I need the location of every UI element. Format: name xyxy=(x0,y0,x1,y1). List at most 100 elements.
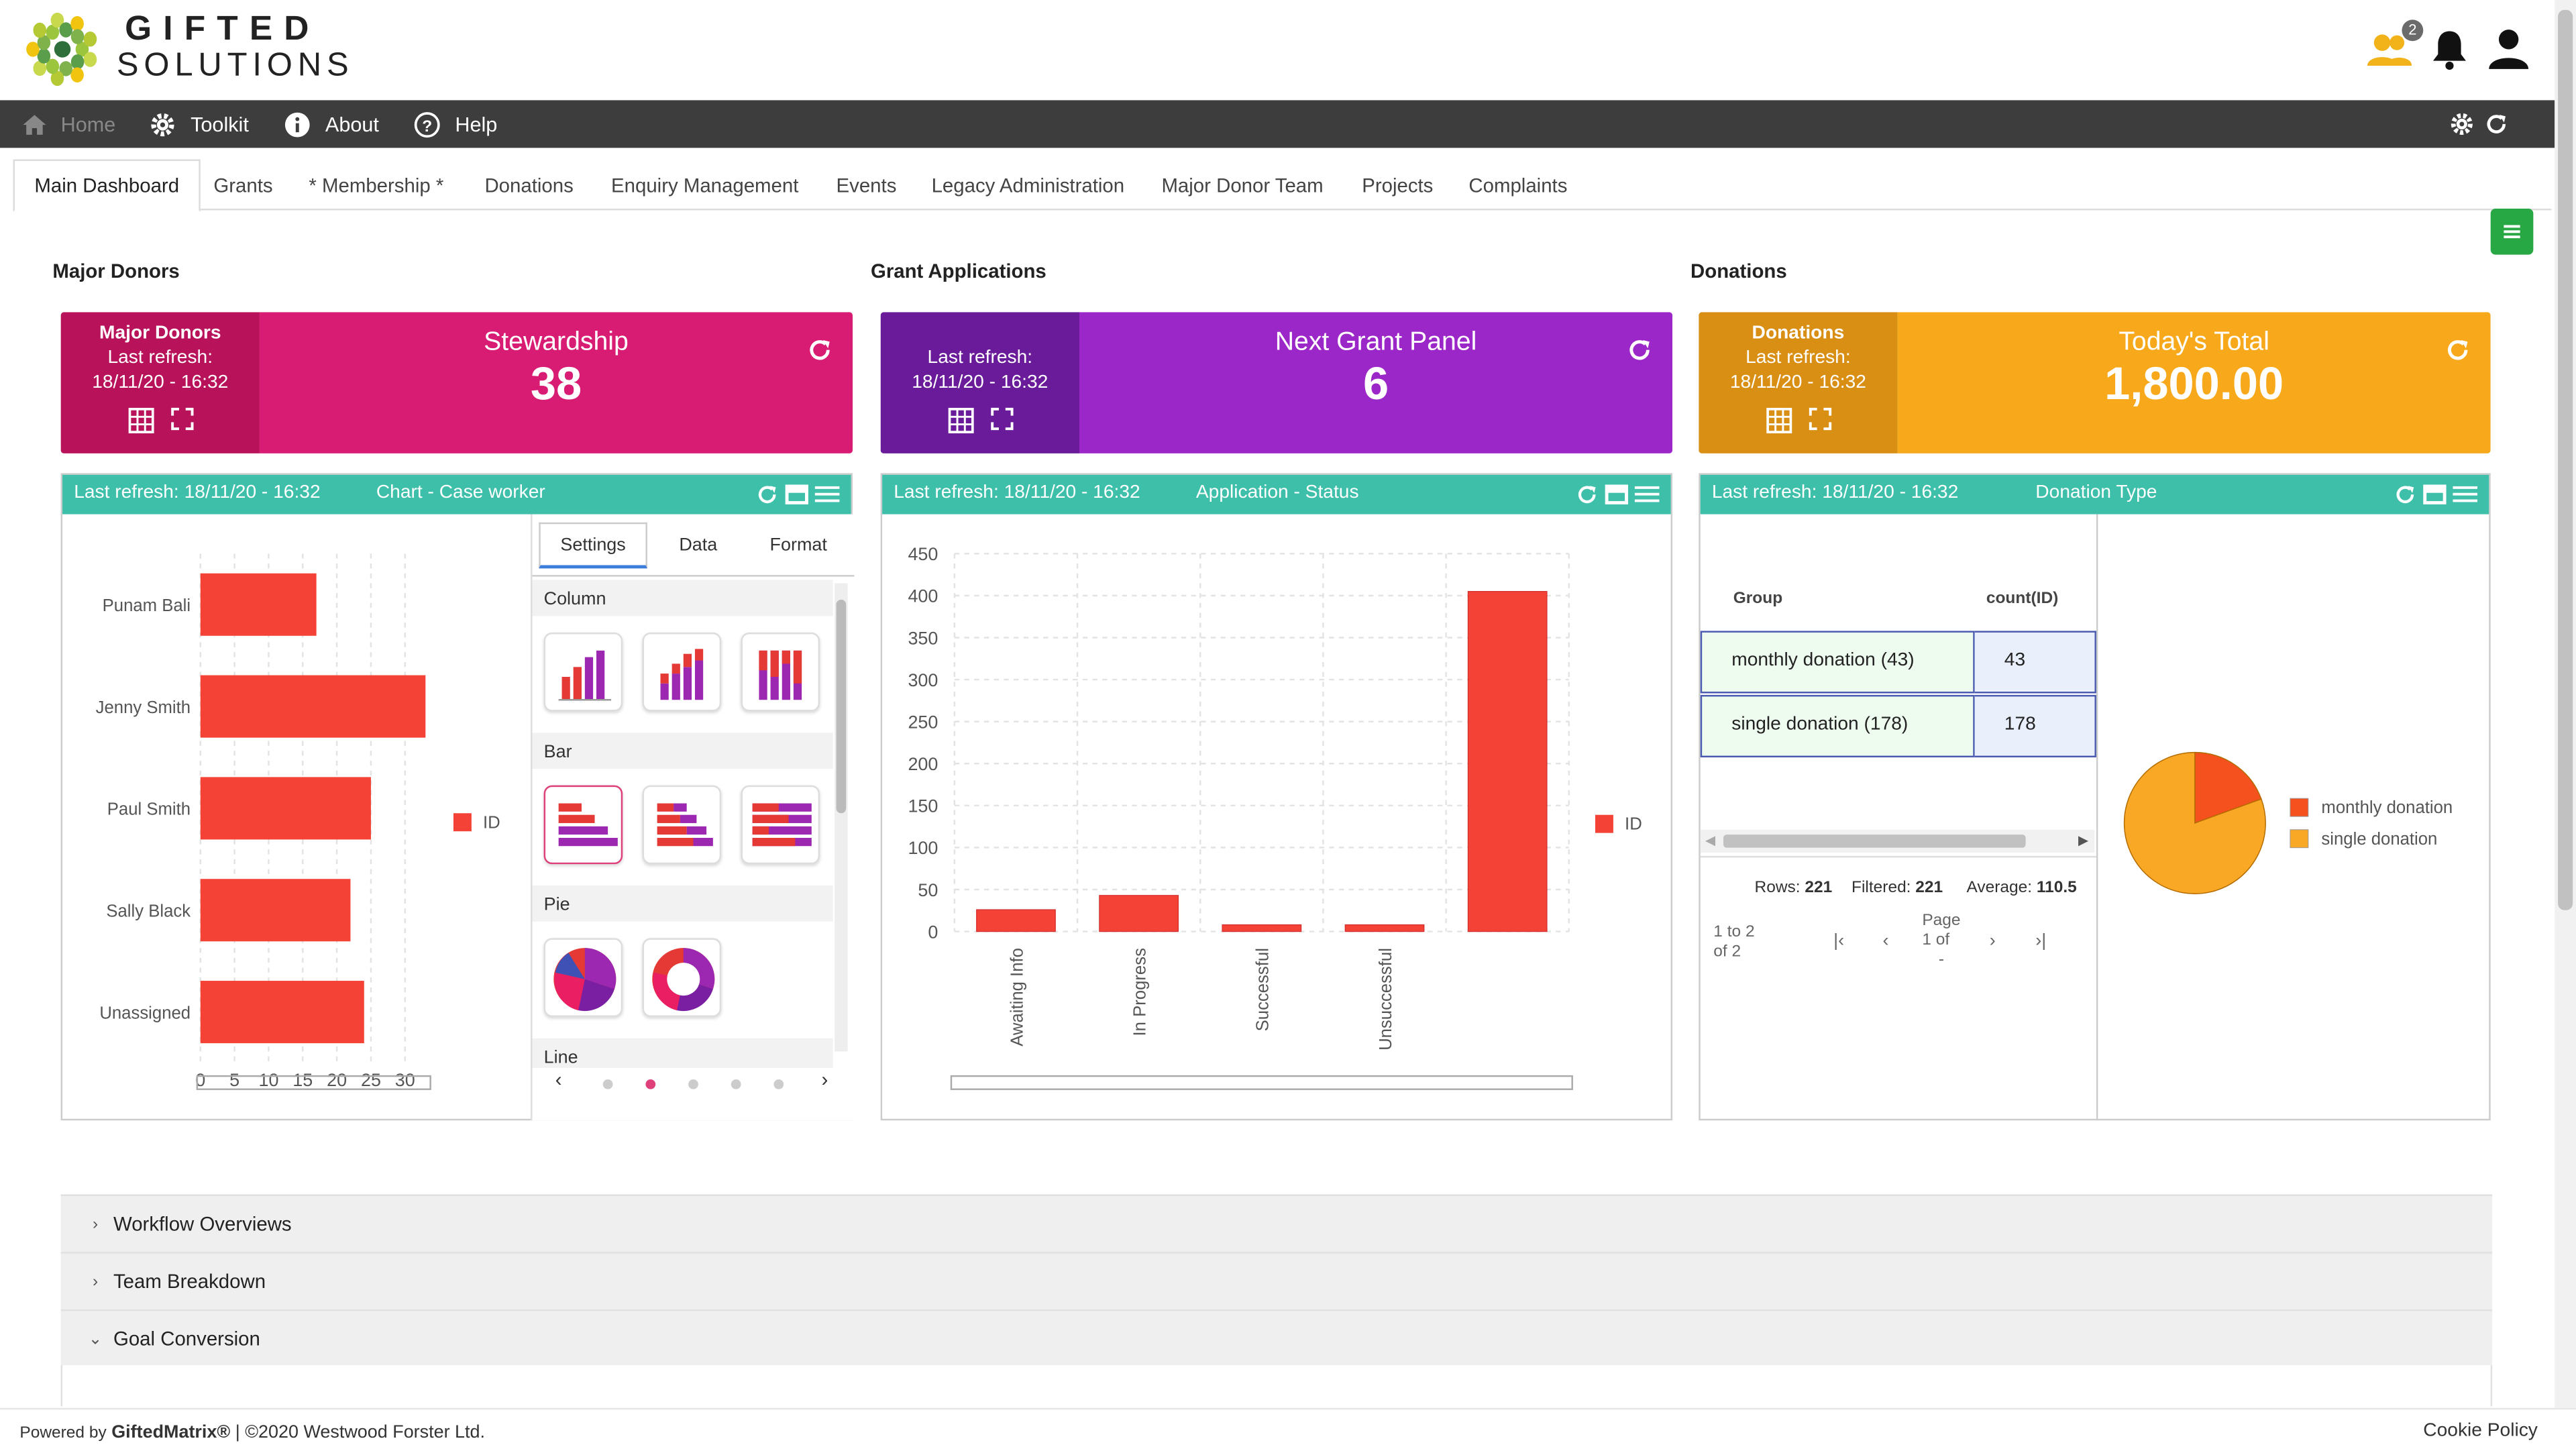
refresh-icon[interactable] xyxy=(2445,337,2471,363)
format-tab[interactable]: Format xyxy=(769,535,827,555)
hamburger-menu-button[interactable] xyxy=(2490,209,2534,255)
normalized-bar-option[interactable] xyxy=(741,785,820,865)
tab-main-dashboard[interactable]: Main Dashboard xyxy=(13,159,201,212)
page-vertical-scrollbar[interactable] xyxy=(2555,0,2576,1408)
logo-text-gifted: GIFTED xyxy=(125,9,321,48)
group-bar: Bar xyxy=(532,733,833,769)
pie-slice xyxy=(2123,751,2266,894)
logo-petal xyxy=(50,70,64,87)
expand-icon[interactable] xyxy=(1808,407,1831,431)
pager-dot[interactable] xyxy=(731,1079,741,1089)
user-account-icon[interactable] xyxy=(2485,26,2532,72)
logo-petal xyxy=(46,58,60,74)
refresh-icon[interactable] xyxy=(2394,483,2416,506)
accordion-goal-conversion[interactable]: ⌄ Goal Conversion xyxy=(60,1309,2493,1367)
stacked-column-option[interactable] xyxy=(642,632,722,712)
menu-icon[interactable] xyxy=(1634,483,1660,506)
panel-application-status: Last refresh: 18/11/20 - 16:32 Applicati… xyxy=(880,473,1673,1121)
logo-petal xyxy=(70,16,84,32)
menu-icon[interactable] xyxy=(814,483,840,506)
prev-page-button[interactable]: ‹ xyxy=(555,1067,562,1091)
pie-chart-option[interactable] xyxy=(543,938,623,1017)
table-grid-icon[interactable] xyxy=(1765,407,1792,433)
tab-grants[interactable]: Grants xyxy=(213,173,273,197)
next-page-icon[interactable]: › xyxy=(1989,931,1996,951)
tab-major-donor-team[interactable]: Major Donor Team xyxy=(1161,173,1324,197)
tab-enquiry-management[interactable]: Enquiry Management xyxy=(611,173,799,197)
column-header-count[interactable]: count(ID) xyxy=(1986,590,2059,608)
refresh-icon[interactable] xyxy=(1576,483,1599,506)
logo-petal xyxy=(50,12,64,28)
nav-home[interactable]: Home xyxy=(21,100,115,148)
refresh-icon[interactable] xyxy=(806,337,833,363)
tab-legacy-administration[interactable]: Legacy Administration xyxy=(931,173,1125,197)
logo-petal xyxy=(75,42,89,57)
x-tick-label: 25 xyxy=(361,1070,381,1090)
accordion-workflow-overviews[interactable]: › Workflow Overviews xyxy=(60,1194,2493,1252)
chart-settings-panel: Settings Data Format Column Bar xyxy=(531,514,855,1121)
table-grid-icon[interactable] xyxy=(127,407,154,433)
settings-scrollbar[interactable] xyxy=(835,583,848,1052)
nav-help[interactable]: ? Help xyxy=(414,100,497,148)
layout-icon[interactable] xyxy=(1603,483,1629,506)
kpi-main: Stewardship 38 xyxy=(259,312,853,453)
legend-label: single donation xyxy=(2321,830,2437,849)
layout-icon[interactable] xyxy=(2422,483,2448,506)
data-tab[interactable]: Data xyxy=(679,535,718,555)
panel-title: Chart - Case worker xyxy=(376,483,545,503)
tab-donations[interactable]: Donations xyxy=(484,173,574,197)
table-row[interactable]: monthly donation (43) 43 xyxy=(1700,631,2096,694)
refresh-icon[interactable] xyxy=(2484,112,2509,137)
normalized-column-option[interactable] xyxy=(741,632,820,712)
table-row[interactable]: single donation (178) 178 xyxy=(1700,694,2096,757)
pager-dot[interactable] xyxy=(688,1079,698,1089)
layout-icon[interactable] xyxy=(784,483,810,506)
expand-icon[interactable] xyxy=(170,407,193,431)
pager-dot[interactable] xyxy=(773,1079,784,1089)
nav-about[interactable]: About xyxy=(284,100,379,148)
prev-page-icon[interactable]: ‹ xyxy=(1882,931,1889,951)
rows-label: Rows: xyxy=(1754,879,1801,898)
x-category-label: Unsuccessful xyxy=(1377,948,1395,1051)
expand-icon[interactable] xyxy=(990,407,1013,431)
cookie-policy-link[interactable]: Cookie Policy xyxy=(2423,1421,2538,1441)
svg-text:?: ? xyxy=(422,117,432,135)
users-icon[interactable] xyxy=(2366,26,2412,72)
legend-swatch xyxy=(453,813,472,832)
doughnut-chart-option[interactable] xyxy=(642,938,722,1017)
zoom-slider xyxy=(196,1075,431,1090)
first-page-icon[interactable]: |‹ xyxy=(1833,931,1845,951)
y-category-label: Sally Black xyxy=(106,902,191,921)
table-grid-icon[interactable] xyxy=(947,407,973,433)
table-horizontal-scrollbar[interactable]: ◀ ▶ xyxy=(1700,829,2095,853)
nav-toolkit[interactable]: Toolkit xyxy=(150,100,249,148)
refresh-icon[interactable] xyxy=(756,483,779,506)
pager-dot-active[interactable] xyxy=(645,1079,656,1089)
settings-tab[interactable]: Settings xyxy=(539,522,647,569)
column-header-group[interactable]: Group xyxy=(1733,590,1783,608)
refresh-icon[interactable] xyxy=(1627,337,1653,363)
settings-gear-icon[interactable] xyxy=(2449,112,2474,137)
tab-projects[interactable]: Projects xyxy=(1362,173,1434,197)
accordion-team-breakdown[interactable]: › Team Breakdown xyxy=(60,1252,2493,1309)
pager-dot[interactable] xyxy=(602,1079,613,1089)
kpi-info: Last refresh: 18/11/20 - 16:32 xyxy=(880,312,1079,453)
last-page-icon[interactable]: ›| xyxy=(2035,931,2047,951)
y-tick-label: 50 xyxy=(918,880,938,900)
kpi-refresh-label: Last refresh: xyxy=(1746,348,1851,368)
next-page-button[interactable]: › xyxy=(821,1067,828,1091)
stacked-bar-option[interactable] xyxy=(642,785,722,865)
kpi-refresh-label: Last refresh: xyxy=(107,348,213,368)
doughnut-chart-icon xyxy=(652,948,715,1012)
tab-membership[interactable]: * Membership * xyxy=(309,173,444,197)
bell-icon[interactable] xyxy=(2426,26,2473,72)
bar-chart-option-selected[interactable] xyxy=(543,785,623,865)
column-chart-option[interactable] xyxy=(543,632,623,712)
cell-group: monthly donation (43) xyxy=(1700,631,1975,694)
tab-events[interactable]: Events xyxy=(836,173,897,197)
panel-refresh-text: Last refresh: 18/11/20 - 16:32 xyxy=(74,483,321,503)
average-label: Average: xyxy=(1966,879,2033,898)
menu-icon[interactable] xyxy=(2453,483,2478,506)
tab-complaints[interactable]: Complaints xyxy=(1468,173,1568,197)
